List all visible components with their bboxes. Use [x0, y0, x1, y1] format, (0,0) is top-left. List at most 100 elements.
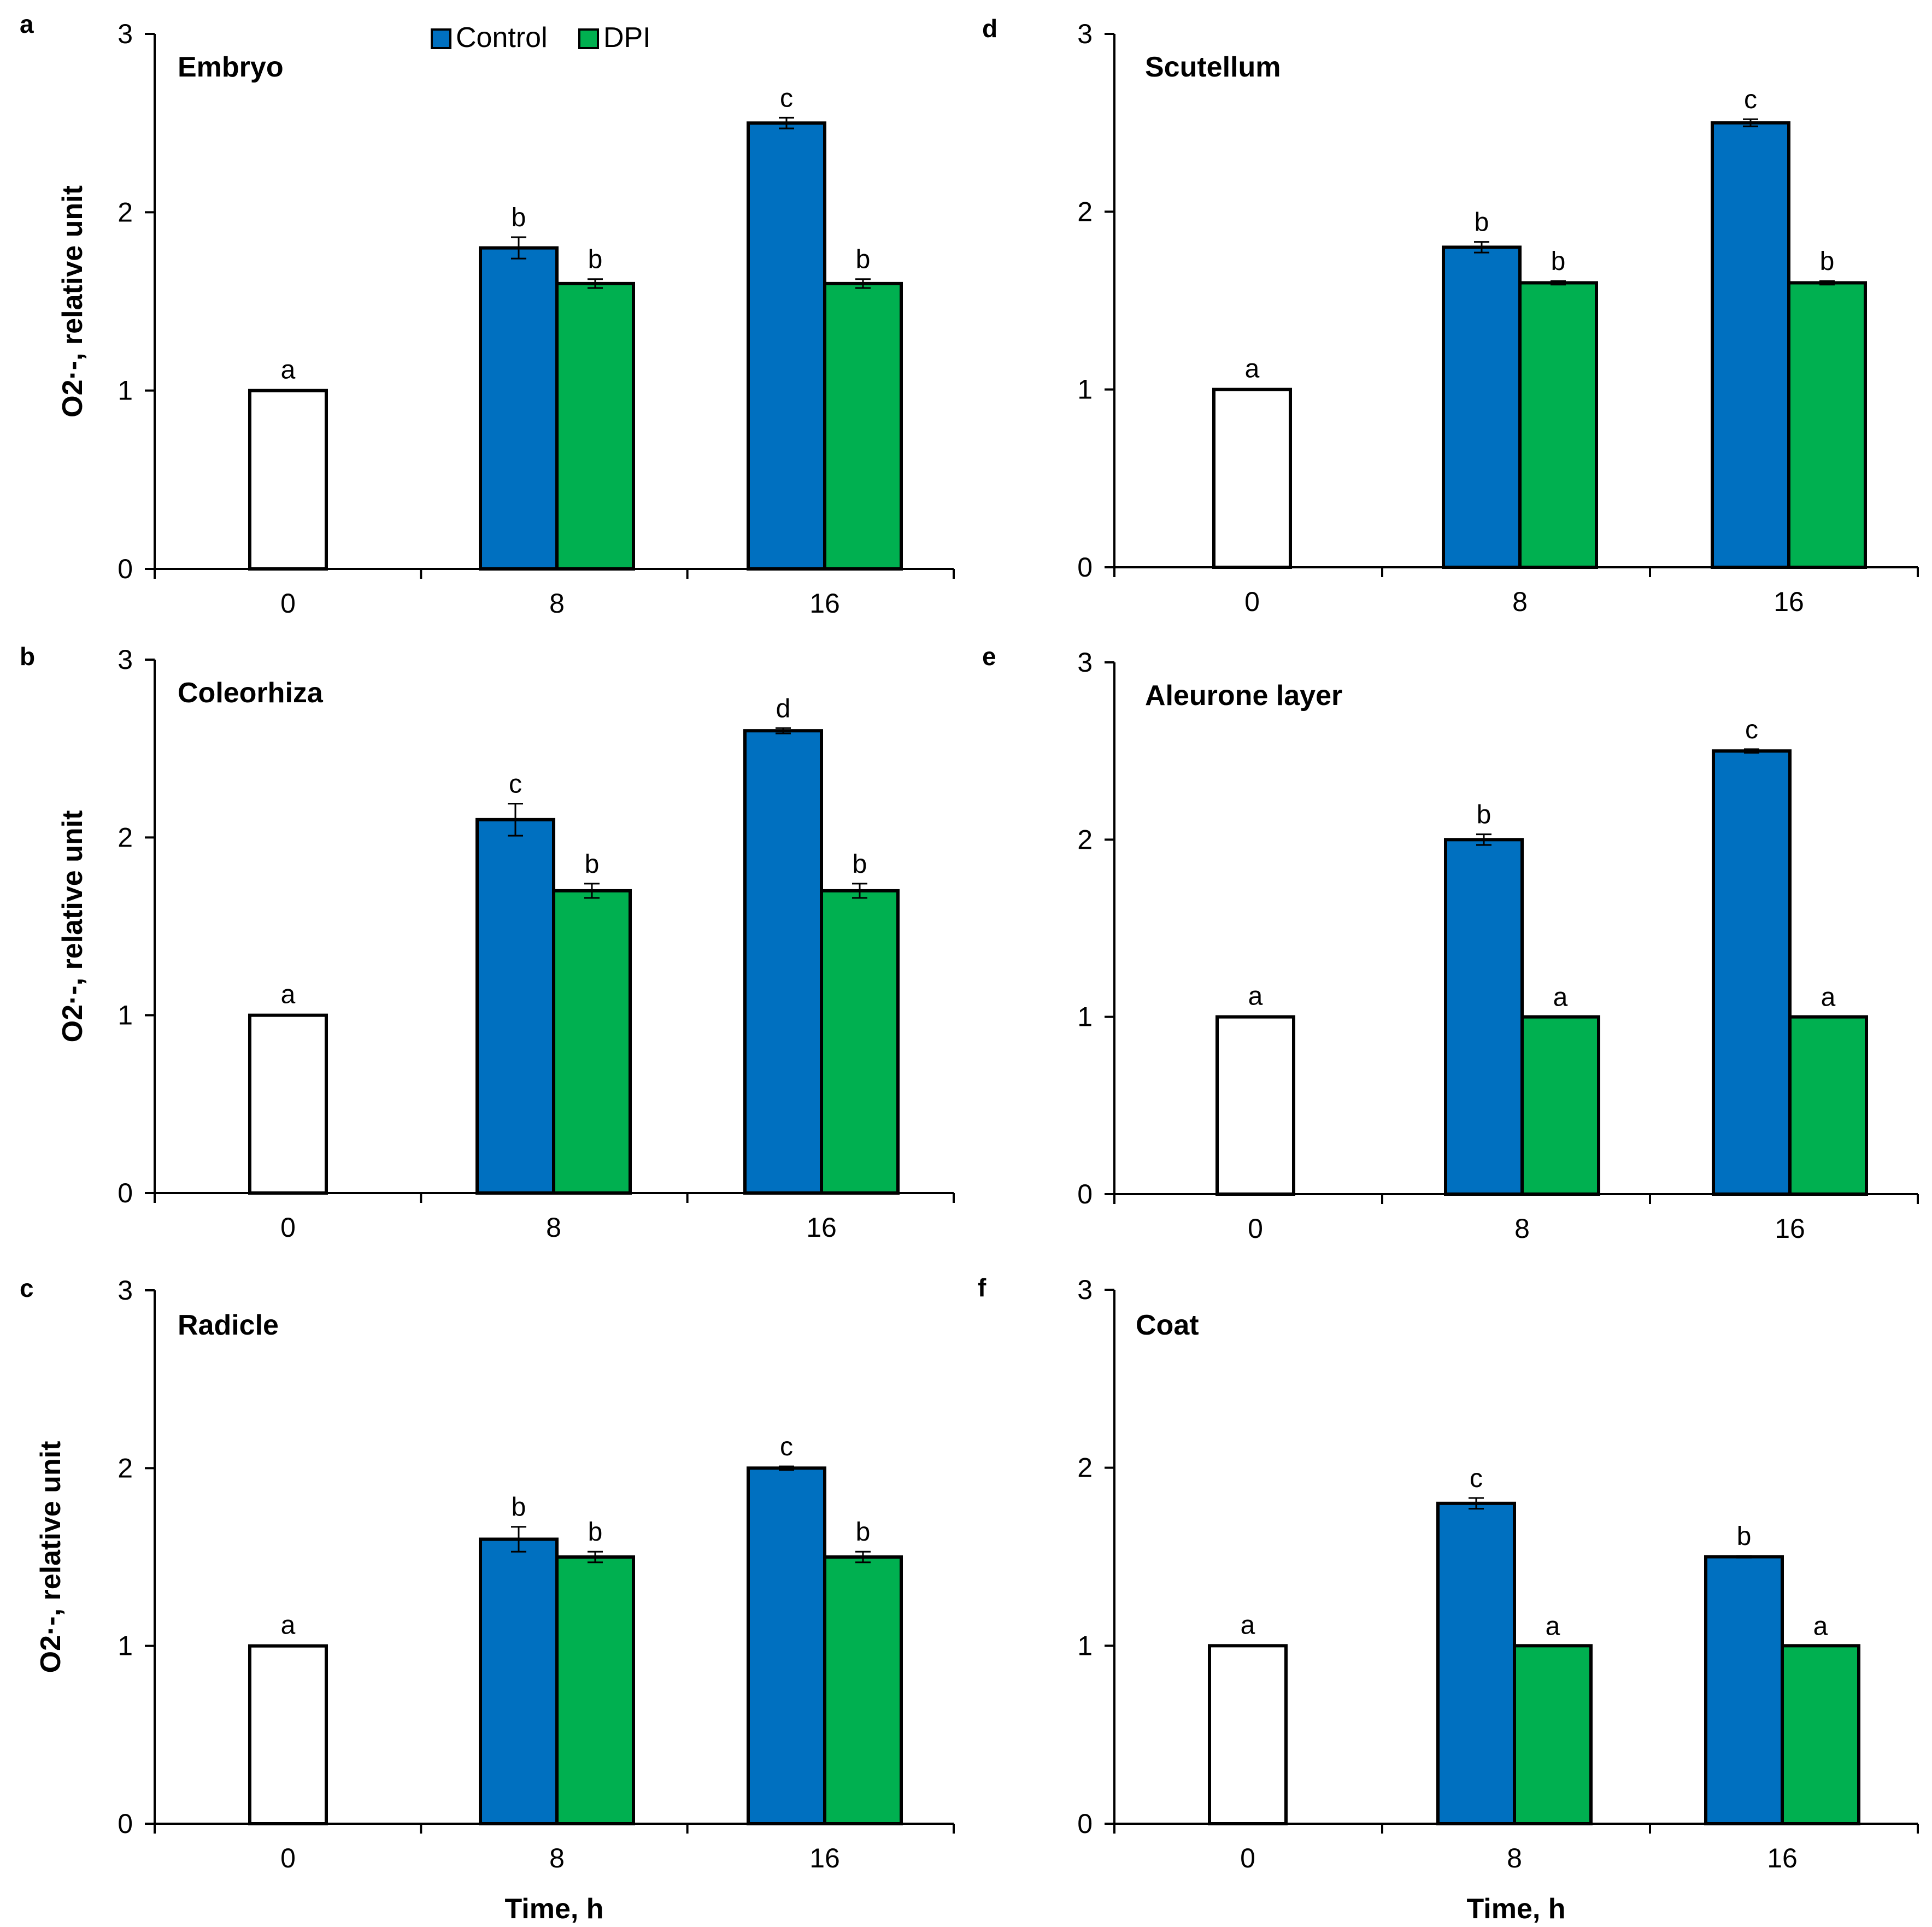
bar-dpi-8: [555, 281, 635, 571]
significance-label: b: [512, 203, 526, 232]
bar-baseline: [248, 1644, 328, 1826]
significance-label: a: [281, 356, 296, 385]
significance-label: c: [1744, 85, 1757, 114]
bar-control-8: [1444, 838, 1524, 1196]
x-tick-label: 16: [1775, 1213, 1805, 1244]
y-tick-label: 1: [1077, 1630, 1093, 1661]
panel-letter: c: [20, 1274, 34, 1302]
bar-dpi-8: [552, 889, 632, 1195]
y-axis-title: O2·-, relative unit: [57, 810, 89, 1043]
panel-title: Scutellum: [1145, 51, 1281, 83]
y-tick-label: 3: [118, 644, 133, 675]
y-tick-label: 0: [118, 554, 133, 584]
significance-label: c: [780, 1432, 793, 1461]
significance-label: b: [853, 850, 867, 879]
bar-control-16: [747, 1466, 826, 1825]
legend-label: DPI: [603, 22, 651, 54]
x-tick-label: 16: [1774, 586, 1804, 617]
x-tick-label: 8: [549, 588, 565, 619]
x-tick-label: 16: [809, 1843, 840, 1873]
y-tick-label: 2: [1077, 1453, 1093, 1483]
x-axis-title: Time, h: [1466, 1893, 1565, 1925]
y-tick-label: 1: [118, 1000, 133, 1031]
significance-label: b: [1737, 1522, 1752, 1551]
bar-control-8: [475, 818, 555, 1195]
panel-letter: a: [20, 10, 34, 38]
y-tick-label: 1: [1077, 1002, 1093, 1032]
panel-title: Coat: [1136, 1309, 1199, 1341]
panel-title: Embryo: [178, 51, 284, 83]
x-tick-label: 16: [1767, 1843, 1798, 1873]
x-tick-label: 8: [1512, 586, 1528, 617]
y-tick-label: 2: [118, 822, 133, 853]
significance-label: b: [585, 850, 600, 879]
bar-control-16: [747, 121, 826, 571]
significance-label: b: [1475, 208, 1489, 237]
bar-control-8: [479, 1537, 559, 1825]
y-tick-label: 2: [1077, 196, 1093, 227]
x-tick-label: 0: [1240, 1843, 1255, 1873]
significance-label: a: [1241, 1611, 1255, 1640]
significance-label: a: [1553, 983, 1568, 1012]
y-tick-label: 3: [1077, 1274, 1093, 1305]
bar-dpi-8: [555, 1555, 635, 1825]
bar-control-8: [1442, 245, 1522, 569]
x-tick-label: 16: [806, 1212, 837, 1243]
x-tick-label: 8: [1507, 1843, 1522, 1873]
significance-label: b: [856, 1518, 871, 1547]
y-tick-label: 1: [118, 1631, 133, 1661]
significance-label: d: [776, 694, 791, 723]
bar-dpi-16: [820, 889, 900, 1195]
x-tick-label: 0: [280, 1212, 296, 1243]
panel-title: Aleurone layer: [1145, 680, 1342, 712]
bar-control-16: [1711, 121, 1790, 569]
bar-baseline: [1215, 1015, 1295, 1196]
significance-label: a: [281, 980, 296, 1009]
x-tick-label: 0: [280, 588, 296, 619]
panel-letter: e: [982, 642, 996, 671]
y-axis-title: O2·-, relative unit: [57, 185, 89, 418]
bar-dpi-16: [1787, 281, 1867, 569]
y-tick-label: 2: [1077, 824, 1093, 855]
legend-swatch-dpi: [578, 28, 599, 49]
significance-label: a: [1248, 982, 1263, 1011]
x-tick-label: 8: [546, 1212, 561, 1243]
significance-label: b: [1551, 247, 1566, 276]
significance-label: a: [1821, 983, 1836, 1012]
significance-label: a: [1546, 1612, 1560, 1641]
significance-label: b: [1477, 801, 1491, 830]
x-tick-label: 8: [1514, 1213, 1530, 1244]
significance-label: b: [588, 245, 603, 274]
legend-swatch-control: [431, 28, 451, 49]
bar-baseline: [1212, 387, 1292, 569]
bar-control-16: [743, 729, 823, 1195]
bar-baseline: [1208, 1644, 1288, 1825]
y-tick-label: 3: [118, 19, 133, 49]
bar-baseline: [248, 389, 328, 571]
significance-label: b: [512, 1493, 526, 1522]
x-tick-label: 8: [549, 1843, 565, 1873]
significance-label: a: [281, 1611, 296, 1640]
panel-title: Radicle: [178, 1309, 279, 1341]
bar-dpi-16: [1788, 1015, 1868, 1196]
bar-dpi-16: [823, 1555, 903, 1825]
y-tick-label: 0: [1077, 552, 1093, 583]
significance-label: a: [1245, 355, 1260, 384]
bar-dpi-8: [1513, 1644, 1593, 1825]
y-tick-label: 2: [118, 197, 133, 227]
bar-dpi-8: [1520, 1015, 1600, 1196]
bar-baseline: [248, 1013, 328, 1195]
significance-label: c: [509, 770, 522, 799]
y-tick-label: 0: [118, 1178, 133, 1208]
x-tick-label: 0: [280, 1843, 296, 1873]
x-tick-label: 16: [809, 588, 840, 619]
y-tick-label: 0: [118, 1808, 133, 1839]
significance-label: c: [1470, 1464, 1483, 1493]
significance-label: b: [856, 245, 871, 274]
y-tick-label: 1: [118, 375, 133, 406]
y-tick-label: 0: [1077, 1808, 1093, 1839]
significance-label: b: [1820, 247, 1835, 276]
bar-control-16: [1704, 1555, 1784, 1825]
y-tick-label: 3: [1077, 647, 1093, 678]
significance-label: c: [1745, 715, 1758, 744]
